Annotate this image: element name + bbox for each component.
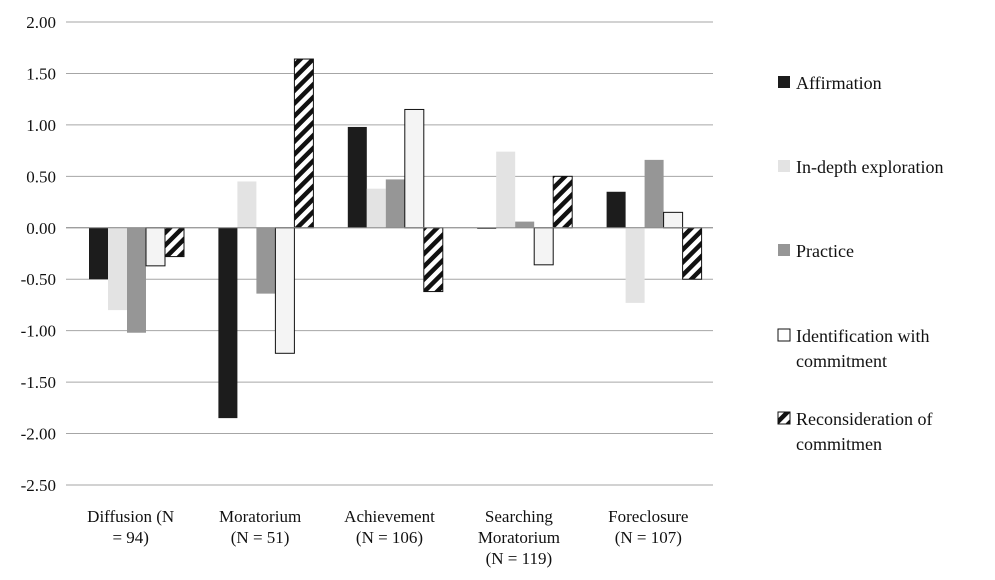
x-category-label: (N = 107) [615, 528, 682, 547]
legend-swatch [777, 328, 791, 342]
y-tick-label: 0.00 [26, 219, 56, 238]
bar-4-0 [164, 227, 185, 258]
x-category-label: Achievement [344, 507, 435, 526]
legend-swatch [778, 76, 790, 88]
bar-0-2 [347, 126, 367, 228]
bar-4-4 [682, 227, 703, 280]
x-category-label: Searching [485, 507, 553, 526]
y-tick-label: -0.50 [21, 270, 56, 289]
y-tick-label: 2.00 [26, 13, 56, 32]
legend-swatch [777, 411, 791, 425]
bar-4-2 [423, 227, 444, 293]
legend-label: In-depth exploration [796, 157, 943, 177]
x-category-label: (N = 106) [356, 528, 423, 547]
y-axis-tick-labels: 2.00 1.50 1.00 0.50 0.00 -0.50 -1.00 -1.50 -2.00… [21, 13, 56, 495]
x-category-label: (N = 51) [231, 528, 290, 547]
bar-4-1 [293, 58, 314, 229]
bar-2-1 [256, 227, 276, 294]
legend-label: Affirmation [796, 73, 882, 93]
legend: Affirmation In-depth exploration Practice I… [777, 73, 943, 454]
legend-label: commitment [796, 351, 887, 371]
bar-0-3 [477, 227, 497, 229]
y-tick-label: 1.50 [26, 64, 56, 83]
x-category-label: Moratorium [219, 507, 301, 526]
legend-label: Identification with [796, 326, 929, 346]
x-category-label: Moratorium [478, 528, 560, 547]
legend-label: Reconsideration of [796, 409, 932, 429]
legend-swatch [778, 244, 790, 256]
bar-1-2 [366, 188, 386, 228]
y-tick-label: -2.50 [21, 476, 56, 495]
y-tick-label: -1.00 [21, 322, 56, 341]
bar-2-4 [644, 159, 664, 228]
bar-2-0 [127, 227, 146, 333]
y-tick-label: -2.00 [21, 425, 56, 444]
legend-label: Practice [796, 241, 854, 261]
y-tick-label: -1.50 [21, 373, 56, 392]
legend-label: commitmen [796, 434, 882, 454]
x-category-label: Diffusion (N [87, 507, 174, 526]
bar-3-2 [404, 108, 425, 229]
x-category-label: (N = 119) [486, 549, 553, 568]
legend-swatch [778, 160, 790, 172]
bar-1-3 [496, 151, 516, 228]
bars [89, 58, 703, 419]
bar-0-0 [89, 227, 108, 280]
bar-1-4 [625, 227, 645, 303]
bar-3-3 [533, 227, 554, 266]
bar-2-2 [385, 179, 405, 228]
bar-4-3 [552, 175, 573, 229]
bar-1-1 [237, 181, 257, 228]
bar-3-0 [145, 227, 166, 267]
y-tick-label: 0.50 [26, 167, 56, 186]
bar-1-0 [108, 227, 127, 311]
bar-2-3 [515, 221, 535, 228]
y-tick-label: 1.00 [26, 116, 56, 135]
bar-0-4 [606, 191, 626, 228]
x-axis-category-labels: Diffusion (N = 94) Moratorium (N = 51) Achie… [87, 507, 688, 568]
x-category-label: = 94) [112, 528, 149, 547]
bar-0-1 [218, 227, 238, 419]
bar-3-4 [663, 211, 684, 229]
x-category-label: Foreclosure [608, 507, 688, 526]
bar-3-1 [274, 227, 295, 354]
